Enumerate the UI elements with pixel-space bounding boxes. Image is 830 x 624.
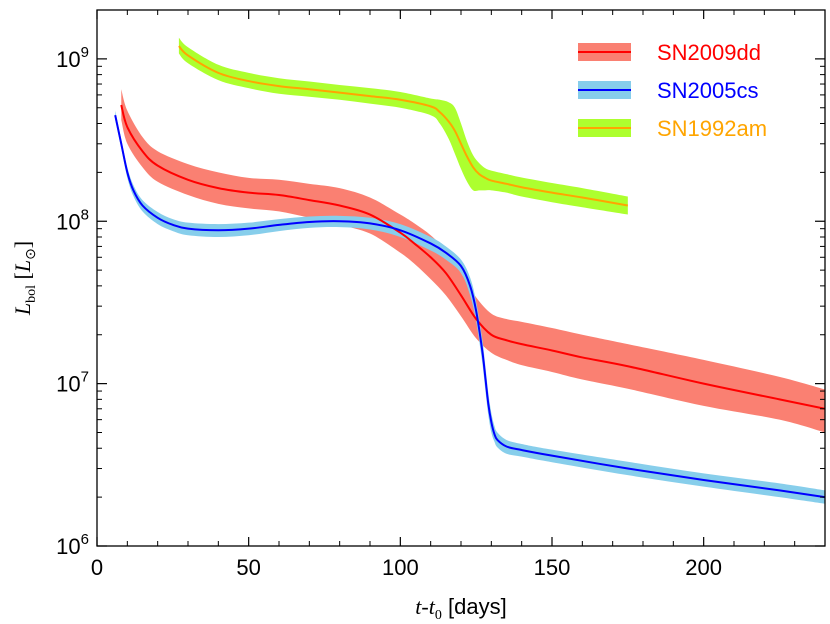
plot-frame bbox=[96, 9, 826, 547]
legend-label: SN1992am bbox=[657, 116, 767, 141]
x-tick-label: 50 bbox=[236, 555, 260, 580]
y-tick-label: 106 bbox=[56, 531, 89, 559]
y-tick-label: 107 bbox=[56, 369, 89, 397]
band-SN2009dd bbox=[121, 89, 825, 433]
line-SN2005cs bbox=[114, 114, 825, 499]
x-tick-label: 200 bbox=[685, 555, 722, 580]
x-tick-label: 0 bbox=[91, 555, 103, 580]
legend-label: SN2005cs bbox=[657, 78, 759, 103]
line-SN1992am bbox=[178, 45, 629, 207]
x-tick-label: 100 bbox=[382, 555, 419, 580]
error-bands bbox=[115, 37, 825, 504]
series-lines bbox=[114, 45, 825, 499]
y-tick-label: 109 bbox=[56, 44, 89, 72]
band-SN1992am bbox=[178, 37, 628, 215]
axis-ticks bbox=[96, 10, 825, 547]
sun-symbol: ⊙ bbox=[24, 248, 39, 260]
x-tick-label: 150 bbox=[534, 555, 571, 580]
x-axis-label: t-t0 [days] bbox=[415, 594, 506, 623]
legend-label: SN2009dd bbox=[657, 40, 761, 65]
y-axis-label-group: Lbol [L⊙] bbox=[10, 241, 39, 316]
line-SN2009dd bbox=[120, 104, 825, 410]
legend: SN2009dd SN2005cs SN1992am bbox=[578, 40, 767, 141]
y-tick-label: 108 bbox=[56, 206, 89, 234]
tick-labels: 0 50 100 150 200 106 107 108 109 bbox=[56, 44, 722, 580]
y-axis-label: Lbol [L⊙] bbox=[10, 241, 39, 316]
